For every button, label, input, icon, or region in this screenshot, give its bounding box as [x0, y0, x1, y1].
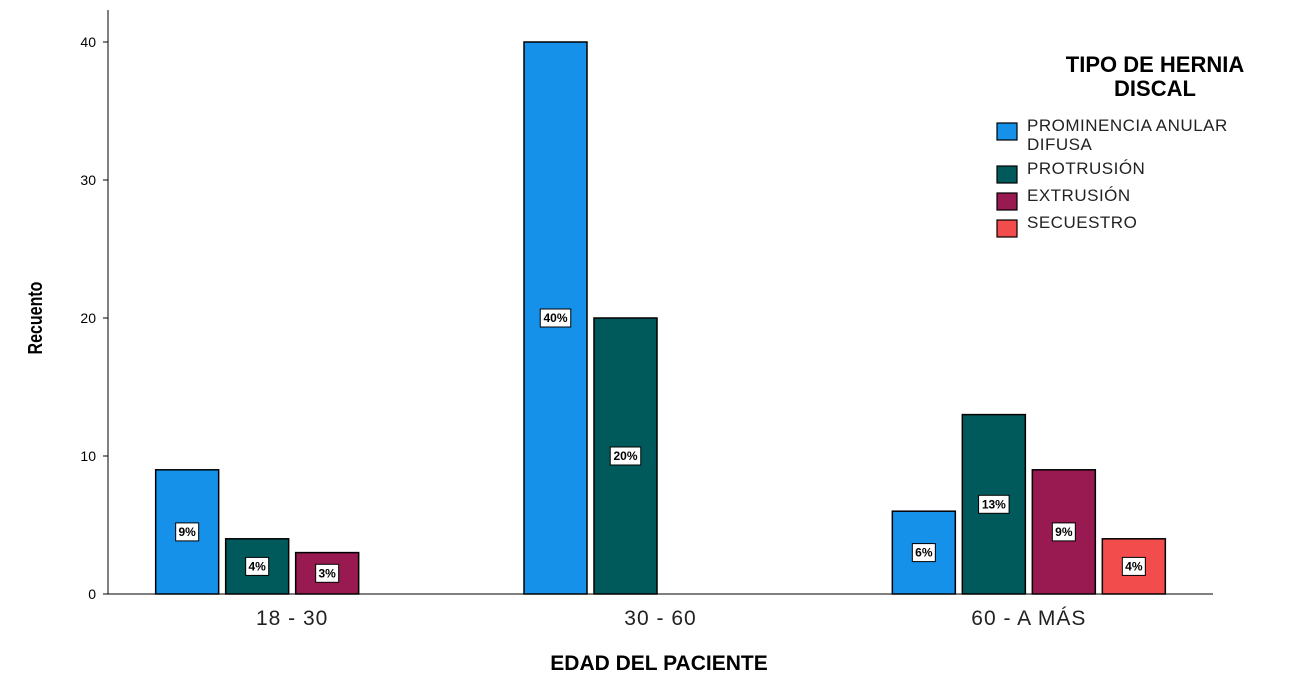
- data-label-text: 4%: [1125, 559, 1143, 573]
- legend-swatch: [996, 192, 1018, 211]
- x-tick-label: 60 - A MÁS: [971, 607, 1086, 630]
- data-label-text: 20%: [613, 449, 637, 463]
- y-tick-label: 30: [80, 172, 96, 188]
- axes: 0 10 20 30 40 18 - 30 30 - 60 60 - A MÁS: [80, 10, 1213, 630]
- data-label: 13%: [978, 494, 1010, 514]
- data-label-text: 40%: [543, 311, 567, 325]
- data-label-box: [978, 494, 1010, 514]
- data-label-text: 6%: [915, 546, 933, 560]
- data-label: 9%: [1051, 522, 1076, 542]
- data-label-text: 3%: [318, 566, 336, 580]
- data-label: 9%: [175, 522, 200, 542]
- y-tick-label: 40: [80, 34, 96, 50]
- data-label: 4%: [245, 556, 270, 576]
- legend-label: PROMINENCIA ANULAR: [1027, 116, 1228, 135]
- y-tick-label: 0: [88, 586, 96, 602]
- legend-label: SECUESTRO: [1027, 213, 1137, 232]
- data-label-box: [245, 556, 270, 576]
- data-label: 3%: [315, 563, 340, 583]
- legend-swatch: [996, 219, 1018, 238]
- legend-item: PROTRUSIÓN: [996, 159, 1145, 184]
- x-axis-title: EDAD DEL PACIENTE: [550, 652, 767, 675]
- legend-label: PROTRUSIÓN: [1027, 159, 1145, 178]
- legend-item: EXTRUSIÓN: [996, 186, 1131, 211]
- bar: [1101, 538, 1167, 595]
- x-tick-label: 18 - 30: [256, 607, 328, 630]
- legend-swatch: [996, 122, 1018, 141]
- data-label-box: [609, 446, 642, 466]
- data-label-box: [175, 522, 200, 542]
- legend-title: DISCAL: [1114, 76, 1196, 101]
- legend-label: EXTRUSIÓN: [1027, 186, 1131, 205]
- data-label-text: 9%: [178, 525, 196, 539]
- data-label: 20%: [609, 446, 642, 466]
- data-label-text: 13%: [982, 497, 1006, 511]
- data-label-text: 9%: [1055, 525, 1073, 539]
- legend-swatch: [996, 165, 1018, 184]
- data-label: 40%: [539, 308, 572, 328]
- data-label-box: [911, 543, 936, 563]
- y-axis-title: Recuento: [24, 282, 46, 355]
- y-tick-label: 10: [80, 448, 96, 464]
- data-label-box: [1121, 556, 1146, 576]
- legend-label: DIFUSA: [1027, 135, 1093, 154]
- legend-item: SECUESTRO: [996, 213, 1137, 238]
- data-label-box: [539, 308, 572, 328]
- data-labels: 9% 4% 3% 40% 20% 6% 13% 9% 4%: [175, 308, 1146, 583]
- data-label: 4%: [1121, 556, 1146, 576]
- data-label-text: 4%: [248, 559, 266, 573]
- legend-title: TIPO DE HERNIA: [1066, 52, 1245, 77]
- data-label-box: [1051, 522, 1076, 542]
- y-tick-label: 20: [80, 310, 96, 326]
- x-tick-label: 30 - 60: [624, 607, 696, 630]
- data-label: 6%: [911, 543, 936, 563]
- data-label-box: [315, 563, 340, 583]
